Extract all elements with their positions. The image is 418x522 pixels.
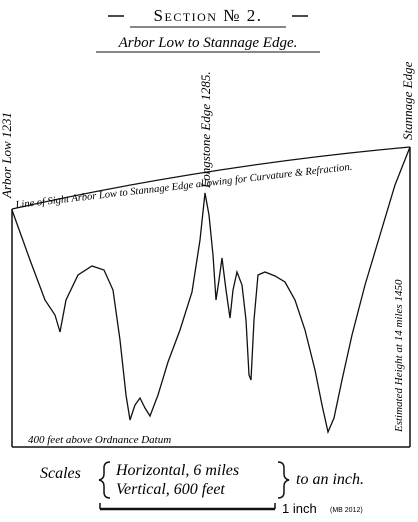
- vertical-scale: Vertical, 600 feet: [116, 481, 225, 498]
- scales-label: Scales: [40, 465, 81, 482]
- credit: (MB 2012): [330, 507, 363, 514]
- middle-station: Longstone Edge 1285.: [198, 71, 213, 189]
- left-station: Arbor Low 1231: [0, 112, 14, 199]
- brace-left: [98, 461, 111, 499]
- scales-suffix: to an inch.: [296, 471, 364, 488]
- sight-line: [11, 146, 411, 210]
- right-height: Estimated Height at 14 miles 1450: [393, 279, 405, 433]
- brace-right: [277, 461, 290, 499]
- subtitle: Arbor Low to Stannage Edge.: [118, 35, 298, 51]
- datum-label: 400 feet above Ordnance Datum: [28, 434, 171, 446]
- profile: [11, 146, 411, 435]
- right-station: Stannage Edge: [400, 61, 415, 140]
- scale-bar-label: 1 inch: [282, 501, 317, 516]
- title: Section № 2.: [154, 6, 263, 25]
- horizontal-scale: Horizontal, 6 miles: [115, 462, 239, 479]
- sight-line-label: Line of Sight Arbor Low to Stannage Edge…: [14, 162, 353, 211]
